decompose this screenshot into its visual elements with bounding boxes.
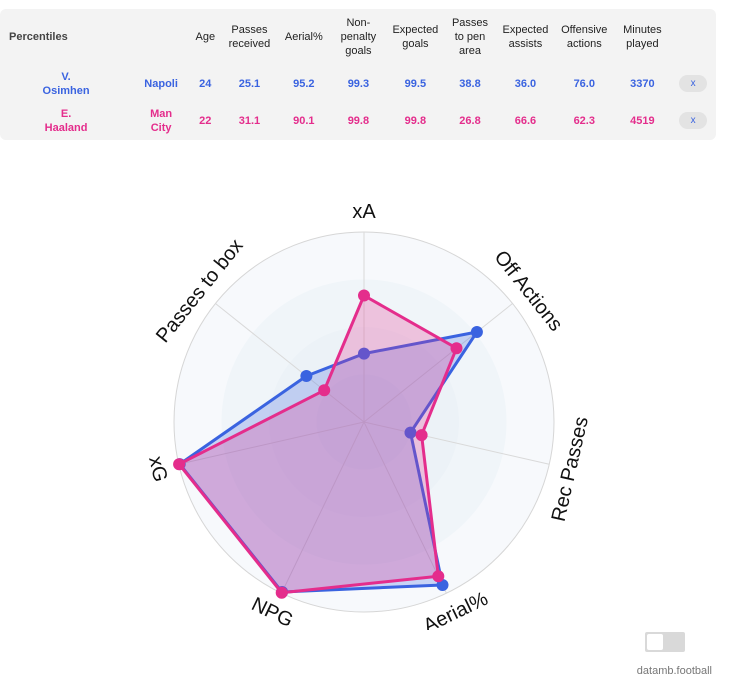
remove-player-button[interactable]: x — [679, 112, 708, 129]
radar-series-2 — [173, 289, 463, 599]
radar-spoke — [363, 421, 550, 465]
radar-axis-label: xA — [352, 201, 376, 223]
value-passes-received: 25.1 — [238, 77, 261, 90]
radar-point[interactable] — [450, 342, 463, 355]
value-offensive-actions: 76.0 — [573, 77, 595, 90]
radar-spoke — [281, 421, 365, 594]
radar-spoke — [363, 303, 513, 423]
column-header-expected-assists: Expected assists — [502, 24, 549, 50]
radar-point[interactable] — [318, 384, 331, 397]
percentile-table-panel: Percentiles Age Passes received Aerial% N… — [0, 9, 716, 140]
column-header-expected-goals: Expected goals — [392, 24, 439, 50]
radar-point[interactable] — [432, 570, 445, 583]
radar-grid — [173, 231, 555, 613]
radar-point[interactable] — [358, 347, 370, 360]
column-header-aerial: Aerial% — [284, 31, 323, 43]
value-passes-received: 31.1 — [238, 114, 261, 127]
value-expected-goals: 99.5 — [404, 77, 427, 90]
radar-point[interactable] — [470, 326, 483, 338]
radar-series-area — [177, 294, 458, 595]
radar-point[interactable] — [173, 458, 186, 471]
value-minutes-played: 3370 — [630, 77, 655, 90]
value-passes-to-pen-area: 26.8 — [459, 114, 481, 127]
value-expected-assists: 36.0 — [514, 77, 537, 90]
value-age: 24 — [199, 77, 212, 90]
source-credit: datamb.football — [636, 665, 712, 677]
radar-point[interactable] — [300, 370, 313, 382]
table-row-osimhen: V. Osimhen Napoli 24 25.1 95.2 99.3 99.5 … — [0, 65, 716, 102]
value-aerial: 90.1 — [293, 114, 315, 127]
radar-axis-label: NPG — [248, 593, 297, 630]
radar-point[interactable] — [404, 426, 417, 439]
value-expected-assists: 66.6 — [514, 114, 537, 127]
toggle-knob — [647, 634, 663, 650]
column-header-non-penalty-goals: Non-penalty goals — [340, 17, 377, 57]
table-title: Percentiles — [9, 31, 68, 43]
column-header-passes-to-pen-area: Passes to pen area — [451, 17, 489, 57]
radar-point[interactable] — [275, 586, 288, 599]
radar-point[interactable] — [358, 289, 370, 302]
remove-player-button[interactable]: x — [679, 75, 708, 92]
value-non-penalty-goals: 99.8 — [347, 114, 370, 127]
column-header-passes-received: Passes received — [228, 24, 271, 50]
radar-axis-label: Rec Passes — [548, 415, 593, 524]
percentile-table: Percentiles Age Passes received Aerial% N… — [0, 9, 716, 139]
radar-spoke — [178, 421, 365, 465]
player-name: V. Osimhen — [42, 70, 90, 97]
table-header-row: Percentiles Age Passes received Aerial% N… — [0, 9, 716, 65]
radar-series-area — [178, 330, 479, 594]
radar-spoke — [363, 421, 447, 594]
value-expected-goals: 99.8 — [404, 114, 427, 127]
radar-point[interactable] — [415, 429, 428, 442]
value-passes-to-pen-area: 38.8 — [459, 77, 481, 90]
radar-axis-label: xG — [144, 454, 171, 484]
column-header-offensive-actions: Offensive actions — [561, 24, 608, 50]
radar-spoke — [215, 303, 365, 423]
column-header-minutes-played: Minutes played — [623, 24, 662, 50]
value-non-penalty-goals: 99.3 — [347, 77, 370, 90]
radar-series — [173, 289, 483, 599]
column-header-age: Age — [195, 31, 216, 43]
value-age: 22 — [199, 114, 212, 127]
value-aerial: 95.2 — [293, 77, 315, 90]
player-name: E. Haaland — [44, 107, 88, 134]
view-toggle[interactable] — [645, 632, 685, 652]
value-offensive-actions: 62.3 — [573, 114, 595, 127]
table-row-haaland: E. Haaland Man City 22 31.1 90.1 99.8 99.8… — [0, 102, 716, 139]
team-name: Man City — [150, 107, 173, 134]
team-name: Napoli — [144, 77, 178, 90]
value-minutes-played: 4519 — [630, 114, 655, 127]
